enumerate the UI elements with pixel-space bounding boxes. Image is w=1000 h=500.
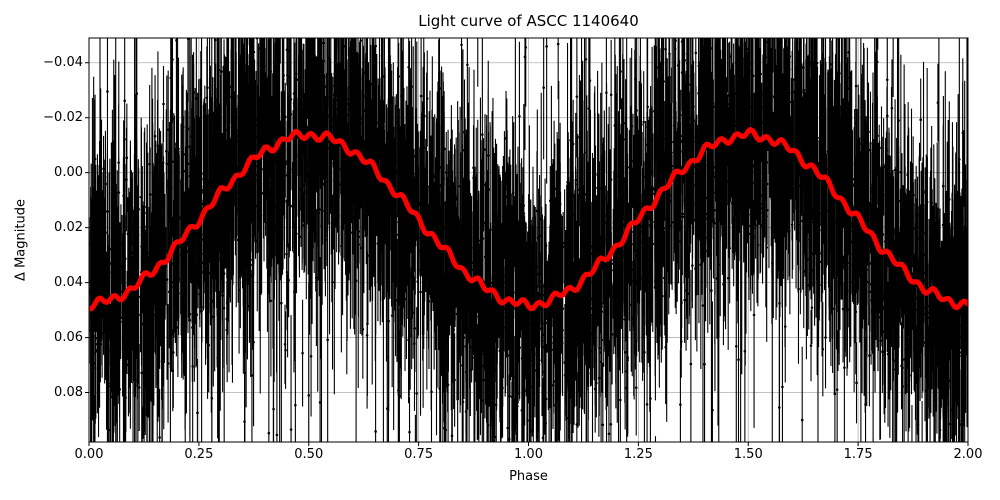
y-tick-label: 0.04 bbox=[54, 274, 83, 290]
y-tick-label: 0.02 bbox=[54, 219, 83, 235]
y-tick-label: −0.02 bbox=[43, 109, 83, 125]
y-axis-label: Δ Magnitude bbox=[13, 199, 29, 281]
x-tick-label: 1.75 bbox=[843, 447, 873, 462]
x-tick-label: 1.50 bbox=[733, 447, 763, 462]
x-tick-label: 0.00 bbox=[74, 447, 104, 462]
x-tick-label: 1.25 bbox=[623, 447, 653, 462]
x-tick-label: 0.25 bbox=[184, 447, 214, 462]
y-tick-label: −0.04 bbox=[43, 54, 83, 70]
x-tick-label: 2.00 bbox=[953, 447, 983, 462]
x-axis-label: Phase bbox=[509, 469, 548, 484]
y-tick-label: 0.08 bbox=[54, 384, 83, 400]
chart-title: Light curve of ASCC 1140640 bbox=[418, 12, 639, 30]
y-tick-label: 0.06 bbox=[54, 329, 83, 345]
x-tick-label: 1.00 bbox=[514, 447, 543, 462]
x-tick-label: 0.75 bbox=[404, 447, 434, 462]
y-tick-label: 0.00 bbox=[54, 164, 83, 180]
x-tick-label: 0.50 bbox=[294, 447, 324, 462]
